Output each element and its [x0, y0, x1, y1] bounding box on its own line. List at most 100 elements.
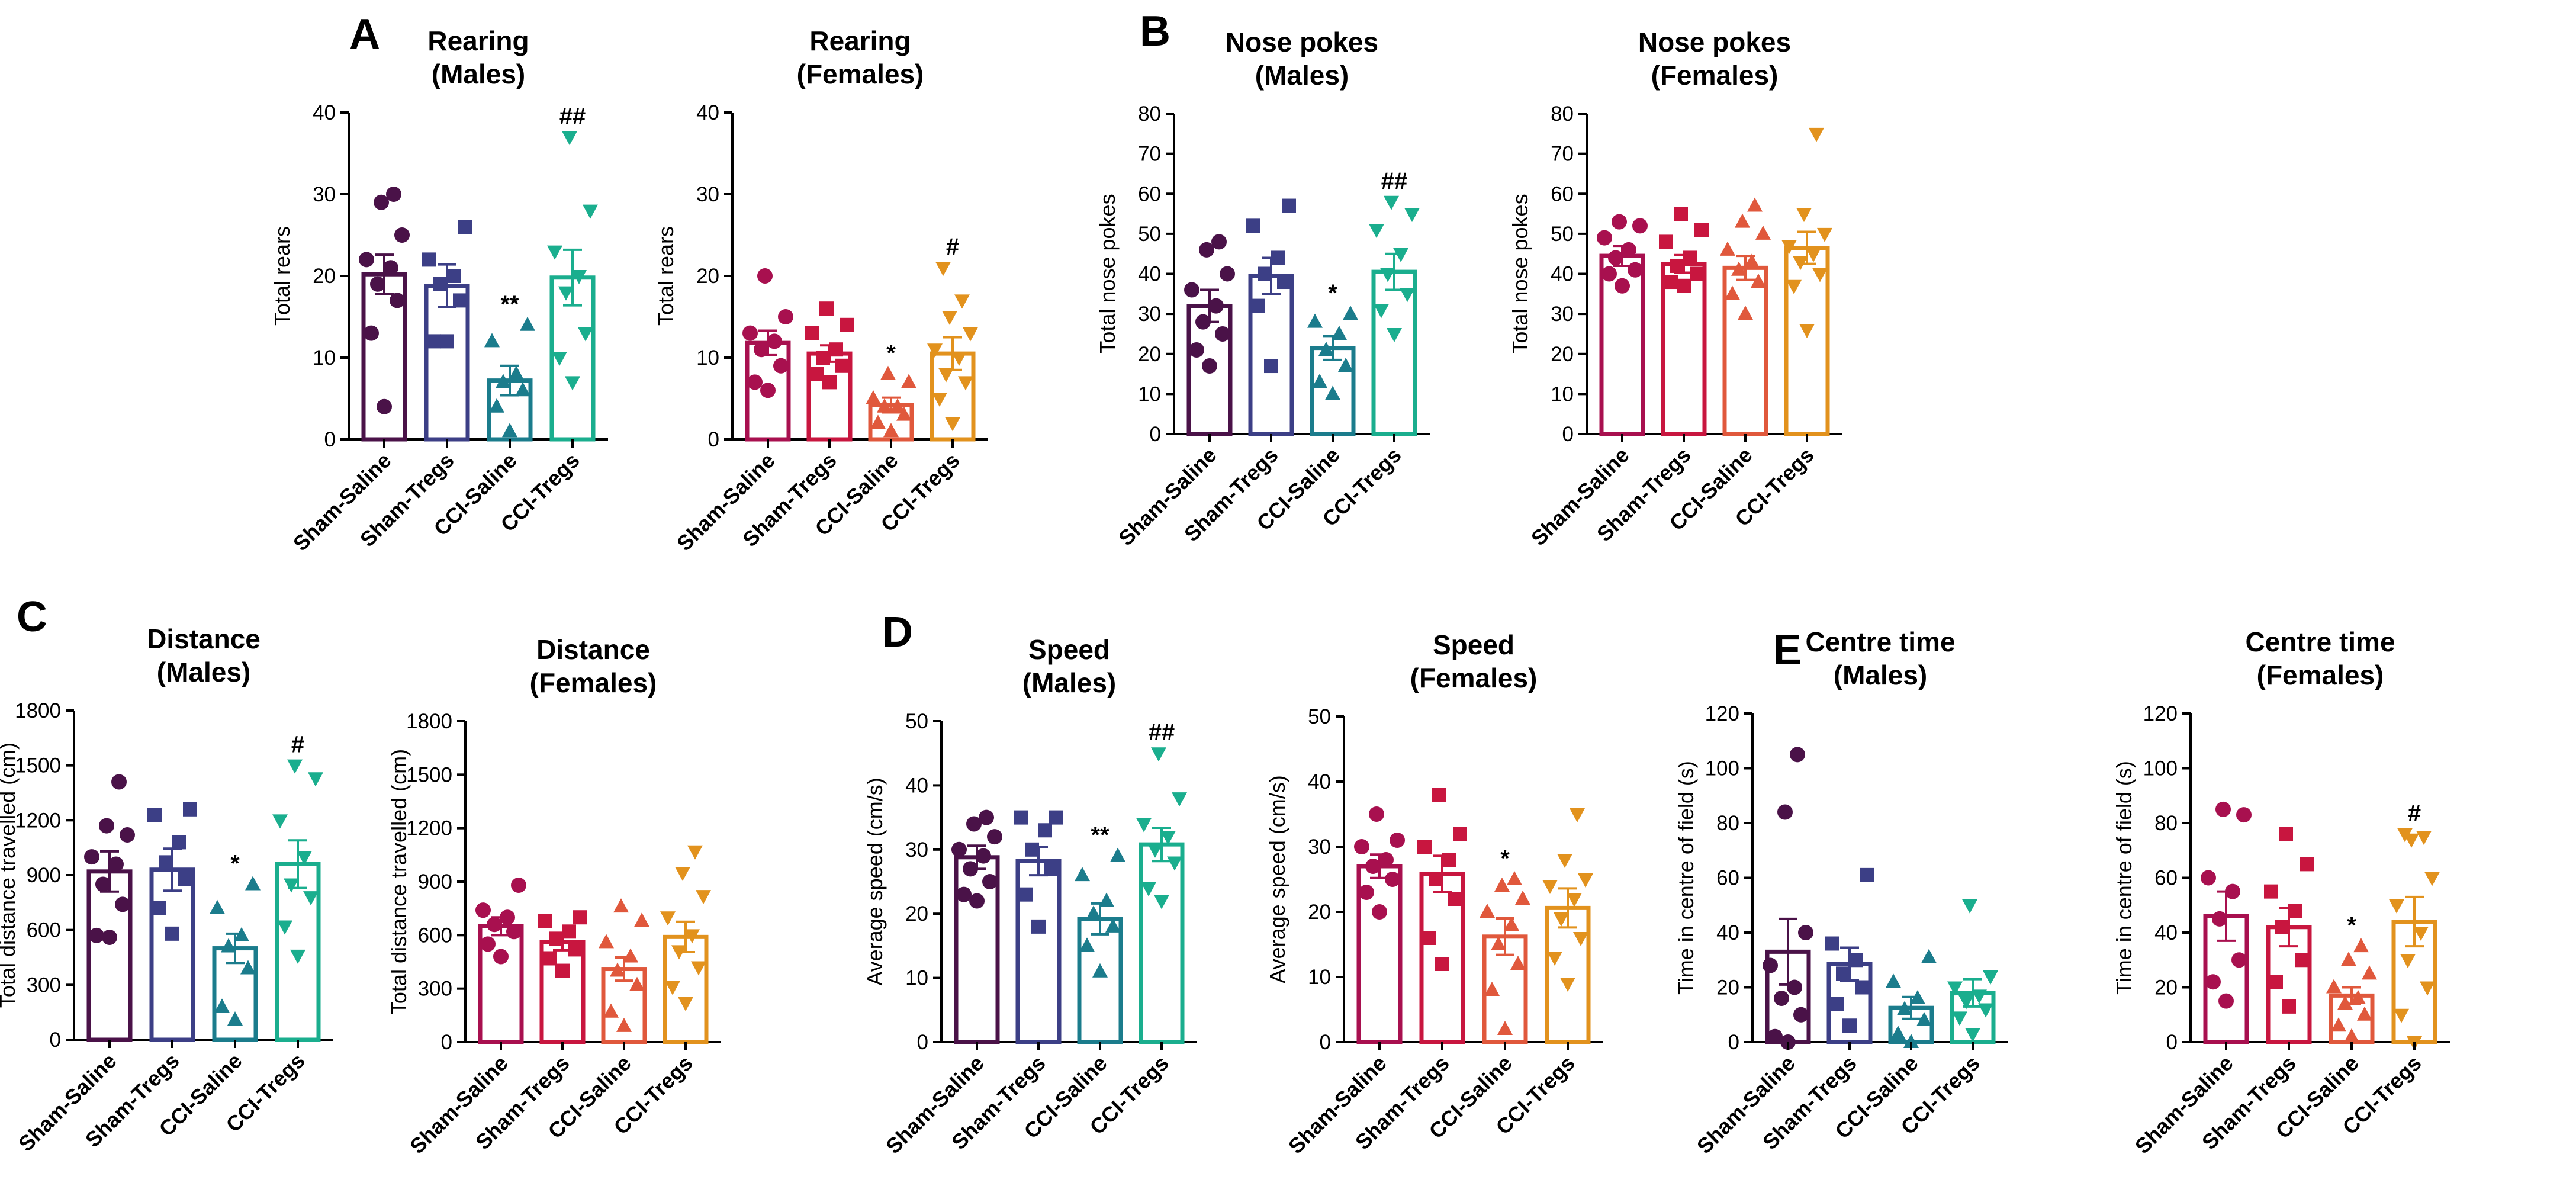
- data-point: [1825, 936, 1839, 951]
- data-point: [623, 948, 638, 963]
- data-point: [2357, 1006, 2372, 1021]
- data-point: [1246, 218, 1260, 233]
- y-tick-label: 70: [1138, 143, 1161, 166]
- data-point: [1442, 853, 1456, 867]
- data-point: [568, 942, 583, 957]
- data-point: [951, 841, 967, 857]
- data-point: [2225, 883, 2240, 899]
- data-point: [691, 961, 706, 976]
- bar: [149, 867, 195, 1042]
- data-point: [767, 333, 782, 349]
- data-point: [1014, 810, 1028, 825]
- data-point: [272, 814, 288, 829]
- data-point: [2416, 831, 2432, 846]
- data-point: [1220, 266, 1235, 282]
- chart-9: 0 20 40 60 80 100 120 Time in centre of field (…: [2112, 626, 2450, 1158]
- data-point: [159, 855, 173, 870]
- data-point: [1612, 214, 1627, 230]
- data-point: [1809, 127, 1824, 142]
- y-axis-label: Time in centre of field (s): [1674, 761, 1698, 995]
- data-point: [890, 398, 905, 413]
- data-point: [427, 334, 441, 349]
- significance-marker: *: [230, 850, 240, 876]
- data-point: [982, 874, 998, 889]
- y-axis-label: Average speed (cm/s): [863, 777, 887, 986]
- y-tick-label: 20: [1138, 343, 1161, 366]
- data-point: [1215, 326, 1230, 342]
- data-point: [1615, 278, 1630, 294]
- significance-marker: *: [1500, 846, 1510, 872]
- y-tick-label: 1800: [15, 699, 61, 722]
- data-point: [1860, 867, 1874, 882]
- data-point: [1890, 1026, 1906, 1040]
- data-point: [958, 376, 973, 391]
- data-point: [99, 818, 114, 834]
- significance-marker: **: [1091, 822, 1109, 848]
- panel-letter-d: D: [882, 609, 913, 656]
- data-point: [987, 829, 1002, 845]
- y-tick-label: 100: [1705, 757, 1739, 780]
- y-tick-label: 40: [1138, 263, 1161, 286]
- data-point: [115, 896, 130, 912]
- y-tick-label: 1500: [15, 754, 61, 777]
- chart-title: (Females): [1410, 663, 1538, 693]
- data-point: [1947, 981, 1963, 996]
- chart-4: 0 300 600 900 1200 1500 1800 Total distance tra…: [0, 623, 333, 1156]
- data-point: [1380, 268, 1395, 282]
- data-point: [1855, 980, 1870, 995]
- y-tick-label: 20: [905, 902, 928, 925]
- data-point: [956, 886, 972, 902]
- chart-title: (Males): [432, 59, 525, 89]
- data-point: [245, 876, 261, 891]
- y-tick-label: 1500: [406, 763, 452, 786]
- data-point: [394, 227, 410, 243]
- chart-2: 0 10 20 30 40 50 60 70 80 Total nose pokes Nose po…: [1095, 27, 1430, 550]
- data-point: [963, 861, 978, 877]
- chart-title: (Females): [2257, 660, 2384, 690]
- data-point: [1731, 261, 1747, 276]
- data-point: [1147, 843, 1163, 858]
- data-point: [1189, 342, 1204, 358]
- y-tick-label: 0: [917, 1031, 928, 1054]
- data-point: [1151, 747, 1166, 762]
- data-point: [757, 268, 773, 284]
- data-point: [966, 816, 982, 832]
- data-point: [210, 899, 225, 914]
- data-point: [1390, 833, 1405, 848]
- data-point: [1793, 256, 1808, 271]
- data-point: [696, 890, 711, 905]
- chart-5: 0 300 600 900 1200 1500 1800 Total distance tra…: [387, 634, 721, 1158]
- data-point: [480, 936, 496, 952]
- panel-letter-b: B: [1140, 8, 1170, 55]
- data-point: [805, 326, 819, 340]
- data-point: [1664, 275, 1678, 290]
- data-point: [1312, 374, 1327, 388]
- y-axis-label: Total distance travelled (cm): [0, 743, 20, 1008]
- y-tick-label: 1800: [406, 710, 452, 733]
- data-point: [2212, 911, 2227, 927]
- data-point: [1497, 1021, 1513, 1035]
- data-point: [487, 917, 502, 933]
- chart-title: Nose pokes: [1226, 27, 1378, 57]
- data-point: [1547, 952, 1562, 966]
- chart-title: (Males): [1022, 667, 1116, 698]
- data-point: [374, 194, 389, 210]
- data-point: [1735, 213, 1750, 228]
- data-point: [1404, 208, 1420, 223]
- chart-title: Centre time: [2245, 626, 2395, 657]
- data-point: [493, 949, 509, 965]
- y-tick-label: 300: [27, 973, 61, 997]
- data-point: [1573, 932, 1588, 946]
- data-point: [2300, 857, 2314, 872]
- data-point: [1099, 892, 1114, 907]
- data-point: [1359, 885, 1374, 900]
- data-point: [2295, 953, 2309, 968]
- data-point: [1484, 982, 1500, 996]
- y-tick-label: 30: [905, 838, 928, 862]
- data-point: [489, 398, 504, 413]
- y-axis-label: Total rears: [654, 226, 678, 326]
- data-point: [290, 949, 305, 964]
- data-point: [1628, 262, 1643, 278]
- data-point: [1962, 899, 1977, 914]
